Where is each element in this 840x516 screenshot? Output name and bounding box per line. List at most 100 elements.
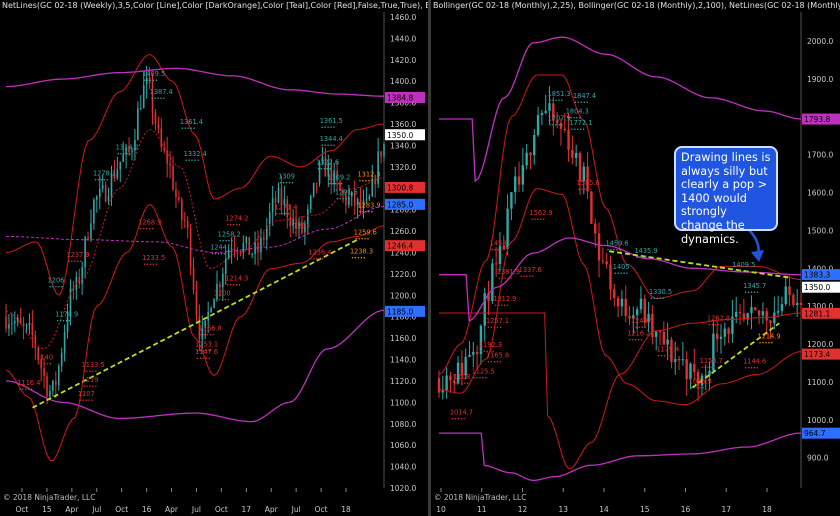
price-label: 1278.1: [93, 169, 116, 177]
y-tick-label: 1440.0: [390, 34, 416, 43]
y-tick-label: 1900.0: [807, 75, 833, 84]
candle: [586, 151, 589, 199]
price-label: 1147.6: [195, 348, 218, 356]
outer-band-upper: [439, 36, 802, 183]
candle: [658, 331, 662, 346]
candle: [63, 324, 66, 362]
price-label-marker: •••••: [733, 269, 748, 275]
candle: [353, 180, 356, 216]
candle: [723, 322, 726, 346]
outer-band-upper: [5, 67, 384, 97]
candle: [601, 247, 605, 265]
monthly-chart-panel[interactable]: 2000.01900.01800.01700.01600.01500.01400…: [431, 0, 840, 516]
candle: [271, 185, 274, 226]
candle: [597, 222, 601, 278]
candle: [107, 187, 110, 205]
candle: [719, 324, 723, 354]
price-label: 1291.5: [335, 189, 358, 197]
price-label-marker: •••••: [139, 227, 154, 233]
price-label-marker: •••••: [487, 325, 502, 331]
candle: [377, 137, 379, 189]
weekly-chart[interactable]: 1460.0 1440.0 1420.0 1400.0 1380.0 1360.0 1340…: [0, 0, 428, 516]
candle: [169, 151, 171, 179]
y-tick-label: 1060.0: [390, 441, 416, 450]
y-tick-label: 1120.0: [390, 377, 416, 386]
price-label-marker: •••••: [491, 248, 506, 254]
candle: [81, 261, 83, 295]
candle: [210, 306, 212, 314]
price-label-marker: •••••: [744, 290, 759, 296]
price-label-marker: •••••: [185, 158, 200, 164]
bollinger-lower: [5, 204, 385, 462]
candle: [348, 185, 350, 209]
x-tick-label: 12: [518, 505, 528, 514]
candle: [315, 182, 318, 194]
price-label-marker: •••••: [18, 387, 33, 393]
candle: [175, 181, 177, 209]
candle: [445, 367, 448, 399]
candle: [555, 111, 559, 129]
candle: [536, 106, 540, 137]
y-tick-label: 1080.0: [390, 420, 416, 429]
price-label: 1435.9: [634, 247, 657, 255]
price-label: 1244: [210, 243, 227, 251]
price-label: 1312.9: [493, 295, 516, 303]
price-label: 1262.8: [707, 315, 730, 323]
candle: [765, 307, 768, 335]
candle: [453, 373, 456, 394]
price-tag: 1285.0: [385, 198, 425, 210]
candle: [312, 182, 315, 199]
candle: [201, 315, 204, 349]
weekly-chart-panel[interactable]: 1460.0 1440.0 1420.0 1400.0 1380.0 1360.0 1340…: [0, 0, 428, 516]
x-tick-label: Jul: [191, 505, 201, 514]
candle: [571, 135, 574, 165]
x-tick-label: Apr: [265, 505, 279, 514]
x-tick-label: Oct: [115, 505, 128, 514]
candle: [222, 267, 224, 302]
price-tag-value: 1383.3: [804, 271, 830, 280]
outer-band-mid: [439, 237, 801, 323]
price-tag: 1383.3: [802, 269, 840, 281]
trend-line[interactable]: [32, 238, 358, 409]
x-tick-label: Apr: [165, 505, 179, 514]
price-label: 1014.7: [450, 409, 473, 417]
candle: [318, 160, 321, 187]
candle: [52, 379, 54, 396]
candle: [40, 355, 42, 382]
candle: [11, 312, 13, 335]
price-label: 1116.4: [17, 379, 40, 387]
y-tick-label: 1040.0: [390, 463, 416, 472]
monthly-copyright: © 2018 NinjaTrader, LLC: [434, 493, 527, 502]
y-tick-label: 1600.0: [807, 188, 833, 197]
y-tick-label: 1340.0: [390, 141, 416, 150]
candle: [559, 118, 563, 146]
price-label-marker: •••••: [487, 359, 502, 365]
panel-divider[interactable]: [428, 0, 431, 516]
callout-arrowhead: [751, 250, 764, 262]
candle: [380, 151, 382, 164]
price-tag: 1185.0: [385, 305, 425, 317]
trend-line[interactable]: [609, 250, 791, 279]
price-label-marker: •••••: [328, 182, 343, 188]
price-label-marker: •••••: [614, 271, 629, 277]
candle: [142, 72, 145, 109]
y-tick-label: 1500.0: [807, 226, 833, 235]
candle: [78, 268, 81, 289]
candle: [227, 244, 230, 260]
trend-line[interactable]: [691, 322, 780, 389]
candle: [582, 162, 585, 195]
price-label: 1192.3: [479, 341, 502, 349]
price-label-marker: •••••: [607, 248, 622, 254]
candle: [540, 109, 544, 125]
price-label: 1150.7: [700, 357, 723, 365]
price-label-marker: •••••: [359, 178, 374, 184]
candle: [525, 143, 528, 170]
candle: [464, 348, 467, 380]
price-label-marker: •••••: [117, 152, 132, 158]
x-tick-label: 14: [599, 505, 609, 514]
monthly-chart[interactable]: 2000.01900.01800.01700.01600.01500.01400…: [431, 0, 840, 516]
candle: [472, 341, 475, 368]
candle: [795, 288, 799, 317]
price-label-marker: •••••: [37, 362, 52, 368]
candle: [66, 303, 69, 339]
